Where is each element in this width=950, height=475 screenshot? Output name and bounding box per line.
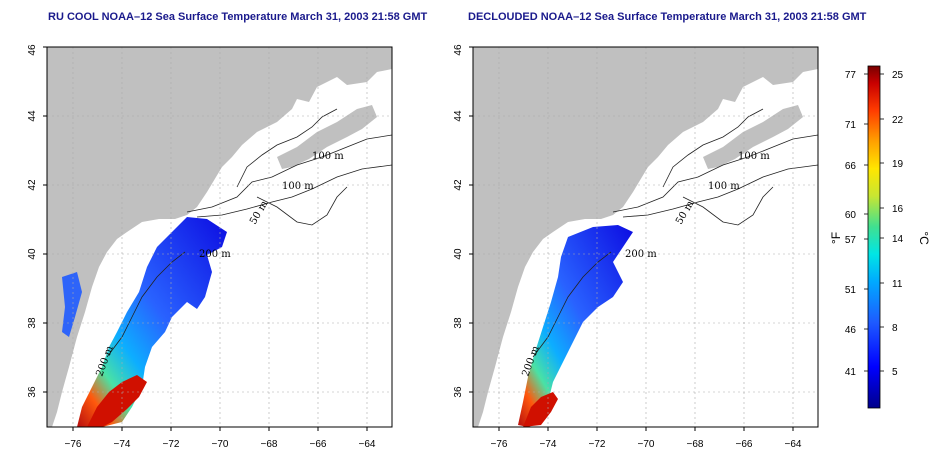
y-tick-label: 36 <box>453 386 464 398</box>
land-mass <box>473 47 818 427</box>
panel-title-right: DECLOUDED NOAA–12 Sea Surface Temperatur… <box>468 11 867 23</box>
x-tick-label: −76 <box>491 439 508 450</box>
grid-lines <box>473 47 818 427</box>
bathymetry-contours <box>532 108 819 358</box>
x-tick-label: −72 <box>589 439 606 450</box>
sst-warm-core <box>523 392 558 427</box>
y-tick-label: 44 <box>453 110 464 122</box>
y-tick-label: 38 <box>27 317 38 329</box>
contour-label-100m-b: 100 m <box>708 181 740 192</box>
colorbar-c-label: 8 <box>892 323 898 334</box>
y-axis <box>43 46 47 393</box>
colorbar-f-ticks <box>864 73 868 372</box>
y-tick-label: 40 <box>27 248 38 260</box>
grid-lines <box>47 47 392 427</box>
y-tick-label: 44 <box>27 110 38 122</box>
nova-scotia-land <box>703 105 803 169</box>
colorbar-f-label: 77 <box>845 70 857 81</box>
sst-coastal-strip <box>62 272 82 337</box>
colorbar-f-label: 60 <box>845 210 857 221</box>
map-panel-right: 100 m 100 m 50 m 200 m 200 m −76 −74 −72… <box>453 44 819 450</box>
x-tick-label: −70 <box>638 439 655 450</box>
panel-title-left: RU COOL NOAA–12 Sea Surface Temperature … <box>48 11 428 23</box>
colorbar-c-label: 16 <box>892 204 904 215</box>
contour-label-100m-a: 100 m <box>312 151 344 162</box>
x-tick-label: −68 <box>261 439 278 450</box>
colorbar-f-label: 66 <box>845 161 857 172</box>
colorbar-c-ticks <box>880 73 884 372</box>
x-tick-label: −66 <box>310 439 327 450</box>
y-tick-label: 46 <box>27 44 38 56</box>
x-tick-label: −68 <box>687 439 704 450</box>
colorbar-c-label: 5 <box>892 367 898 378</box>
y-axis <box>469 46 473 393</box>
colorbar-c-unit: °C <box>917 231 931 245</box>
colorbar-f-label: 57 <box>845 235 857 246</box>
colorbar-f-unit: °F <box>829 232 843 244</box>
colorbar-scale <box>867 65 881 409</box>
colorbar-f-label: 71 <box>845 120 857 131</box>
land-mass <box>47 47 392 427</box>
colorbar: 77 71 66 60 57 51 46 41 25 22 19 16 14 1… <box>829 65 931 409</box>
x-tick-label: −74 <box>114 439 131 450</box>
x-tick-label: −76 <box>65 439 82 450</box>
x-tick-label: −74 <box>540 439 557 450</box>
x-tick-label: −64 <box>785 439 802 450</box>
colorbar-f-label: 46 <box>845 325 857 336</box>
colorbar-f-label: 51 <box>845 285 857 296</box>
x-tick-label: −64 <box>359 439 376 450</box>
map-panel-left: 100 m 100 m 50 m 200 m 200 m −76 −74 −72… <box>27 44 393 450</box>
contour-label-200m-a: 200 m <box>199 249 231 260</box>
y-tick-label: 36 <box>27 386 38 398</box>
y-tick-label: 38 <box>453 317 464 329</box>
colorbar-c-label: 22 <box>892 115 904 126</box>
sst-warm-core <box>87 375 147 427</box>
x-tick-label: −70 <box>212 439 229 450</box>
nova-scotia-land <box>277 105 377 169</box>
x-axis <box>72 427 368 431</box>
x-tick-label: −66 <box>736 439 753 450</box>
contour-label-100m-a: 100 m <box>738 151 770 162</box>
y-tick-label: 46 <box>453 44 464 56</box>
x-axis <box>498 427 794 431</box>
y-tick-label: 42 <box>27 179 38 191</box>
sst-field <box>518 225 633 427</box>
sst-field <box>77 217 227 427</box>
colorbar-c-label: 25 <box>892 70 904 81</box>
colorbar-c-label: 14 <box>892 234 904 245</box>
colorbar-f-label: 41 <box>845 367 857 378</box>
y-tick-label: 42 <box>453 179 464 191</box>
x-tick-label: −72 <box>163 439 180 450</box>
colorbar-c-label: 11 <box>892 279 903 290</box>
contour-label-200m-a: 200 m <box>625 249 657 260</box>
bathymetry-contours <box>106 108 393 358</box>
y-tick-label: 40 <box>453 248 464 260</box>
contour-label-100m-b: 100 m <box>282 181 314 192</box>
colorbar-c-label: 19 <box>892 159 904 170</box>
